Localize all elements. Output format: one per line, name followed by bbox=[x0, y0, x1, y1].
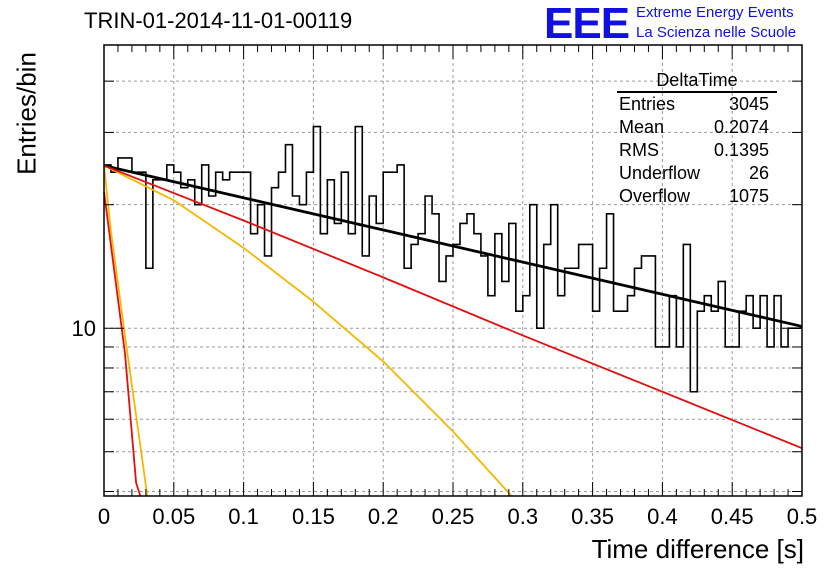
x-axis-label: Time difference [s] bbox=[591, 534, 804, 564]
x-tick-label: 0.2 bbox=[368, 504, 399, 529]
stats-title: DeltaTime bbox=[617, 70, 777, 93]
fit-curves bbox=[103, 164, 803, 497]
stats-row-underflow: Underflow 26 bbox=[611, 162, 777, 185]
stats-label: Entries bbox=[619, 94, 676, 114]
axis-ticks bbox=[103, 45, 803, 496]
y-axis-label: Entries/bin bbox=[11, 52, 42, 175]
fit-curve-fit bbox=[103, 164, 803, 328]
x-tick-label: 0.4 bbox=[647, 504, 678, 529]
stats-value: 1075 bbox=[728, 186, 769, 206]
stats-value: 26 bbox=[748, 163, 769, 183]
x-tick-label: 0.25 bbox=[432, 504, 475, 529]
stats-row-entries: Entries 3045 bbox=[611, 93, 777, 116]
stats-row-overflow: Overflow 1075 bbox=[611, 185, 777, 208]
histogram bbox=[104, 125, 802, 393]
logo-line-2: La Scienza nelle Scuole bbox=[636, 24, 797, 41]
histogram-step-line bbox=[104, 125, 802, 393]
x-tick-label: 0 bbox=[98, 504, 110, 529]
stats-label: Overflow bbox=[619, 186, 691, 206]
stats-label: RMS bbox=[619, 140, 659, 160]
plot-title: TRIN-01-2014-11-01-00119 bbox=[84, 8, 353, 33]
x-tick-label: 0.3 bbox=[508, 504, 539, 529]
stats-row-rms: RMS 0.1395 bbox=[611, 139, 777, 162]
stats-value: 0.2074 bbox=[713, 117, 769, 137]
x-tick-label: 0.05 bbox=[152, 504, 195, 529]
x-tick-label: 0.35 bbox=[571, 504, 614, 529]
stats-row-mean: Mean 0.2074 bbox=[611, 116, 777, 139]
stats-value: 0.1395 bbox=[713, 140, 769, 160]
grid bbox=[104, 45, 802, 496]
stats-box: DeltaTime Entries 3045 Mean 0.2074 RMS 0… bbox=[611, 70, 777, 208]
eee-logo: EEE bbox=[544, 0, 630, 48]
fit-curve-slow-decay-red bbox=[103, 164, 803, 450]
x-tick-label: 0.1 bbox=[228, 504, 259, 529]
x-tick-label: 0.45 bbox=[711, 504, 754, 529]
x-tick-label: 0.15 bbox=[292, 504, 335, 529]
fit-curve-medium-decay-yellow bbox=[103, 164, 513, 497]
x-tick-label: 0.5 bbox=[787, 504, 818, 529]
stats-label: Mean bbox=[619, 117, 665, 137]
y-tick-label: 10 bbox=[72, 316, 96, 341]
logo-line-1: Extreme Energy Events bbox=[636, 4, 794, 21]
stats-label: Underflow bbox=[619, 163, 701, 183]
stats-value: 3045 bbox=[728, 94, 769, 114]
fit-curve-fast-decay-yellow bbox=[103, 165, 149, 497]
axis-tick-labels: 0 0.05 0.1 0.15 0.2 0.25 0.3 0.35 0.4 0.45 0.5 10 bbox=[72, 316, 818, 529]
fit-curve-fast-decay-red bbox=[103, 191, 142, 497]
